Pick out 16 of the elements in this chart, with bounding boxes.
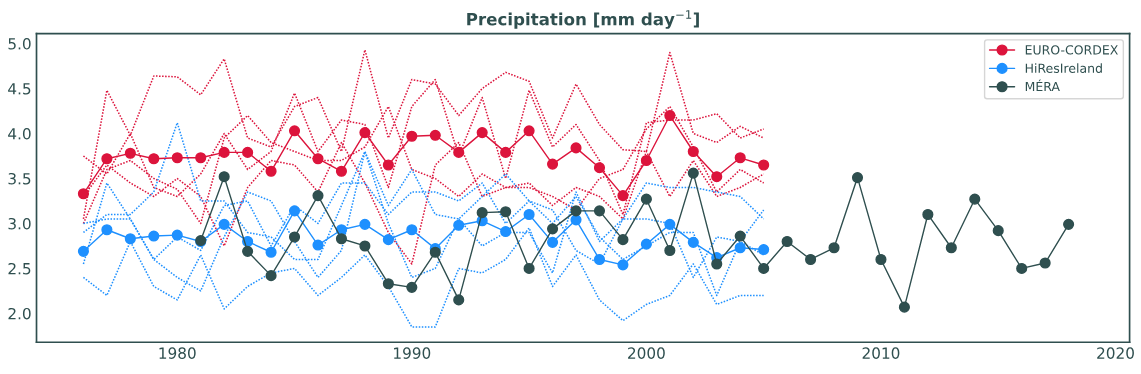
legend-label: HiResIreland	[1025, 63, 1102, 73]
x-tick-label: 2000	[628, 347, 665, 359]
x-tick-label: 1990	[394, 347, 431, 359]
y-tick-label: 3.5	[8, 172, 31, 185]
y-tick-label: 2.5	[8, 262, 31, 275]
y-tick-label: 4.5	[8, 83, 31, 95]
y-tick-label: 2.0	[8, 307, 31, 320]
y-tick-label: 4.0	[8, 127, 31, 140]
x-tick-label: 2020	[1097, 347, 1134, 359]
y-tick-label: 3.0	[8, 217, 31, 230]
legend-label: EURO-CORDEX	[1025, 45, 1118, 55]
x-tick-label: 2010	[862, 347, 900, 359]
y-tick-label: 5.0	[8, 38, 31, 50]
chart-title: Precipitation [mm day$^{−1}$]	[467, 10, 699, 29]
x-tick-label: 1980	[159, 347, 196, 359]
legend-label: MÉRA	[1025, 79, 1060, 92]
